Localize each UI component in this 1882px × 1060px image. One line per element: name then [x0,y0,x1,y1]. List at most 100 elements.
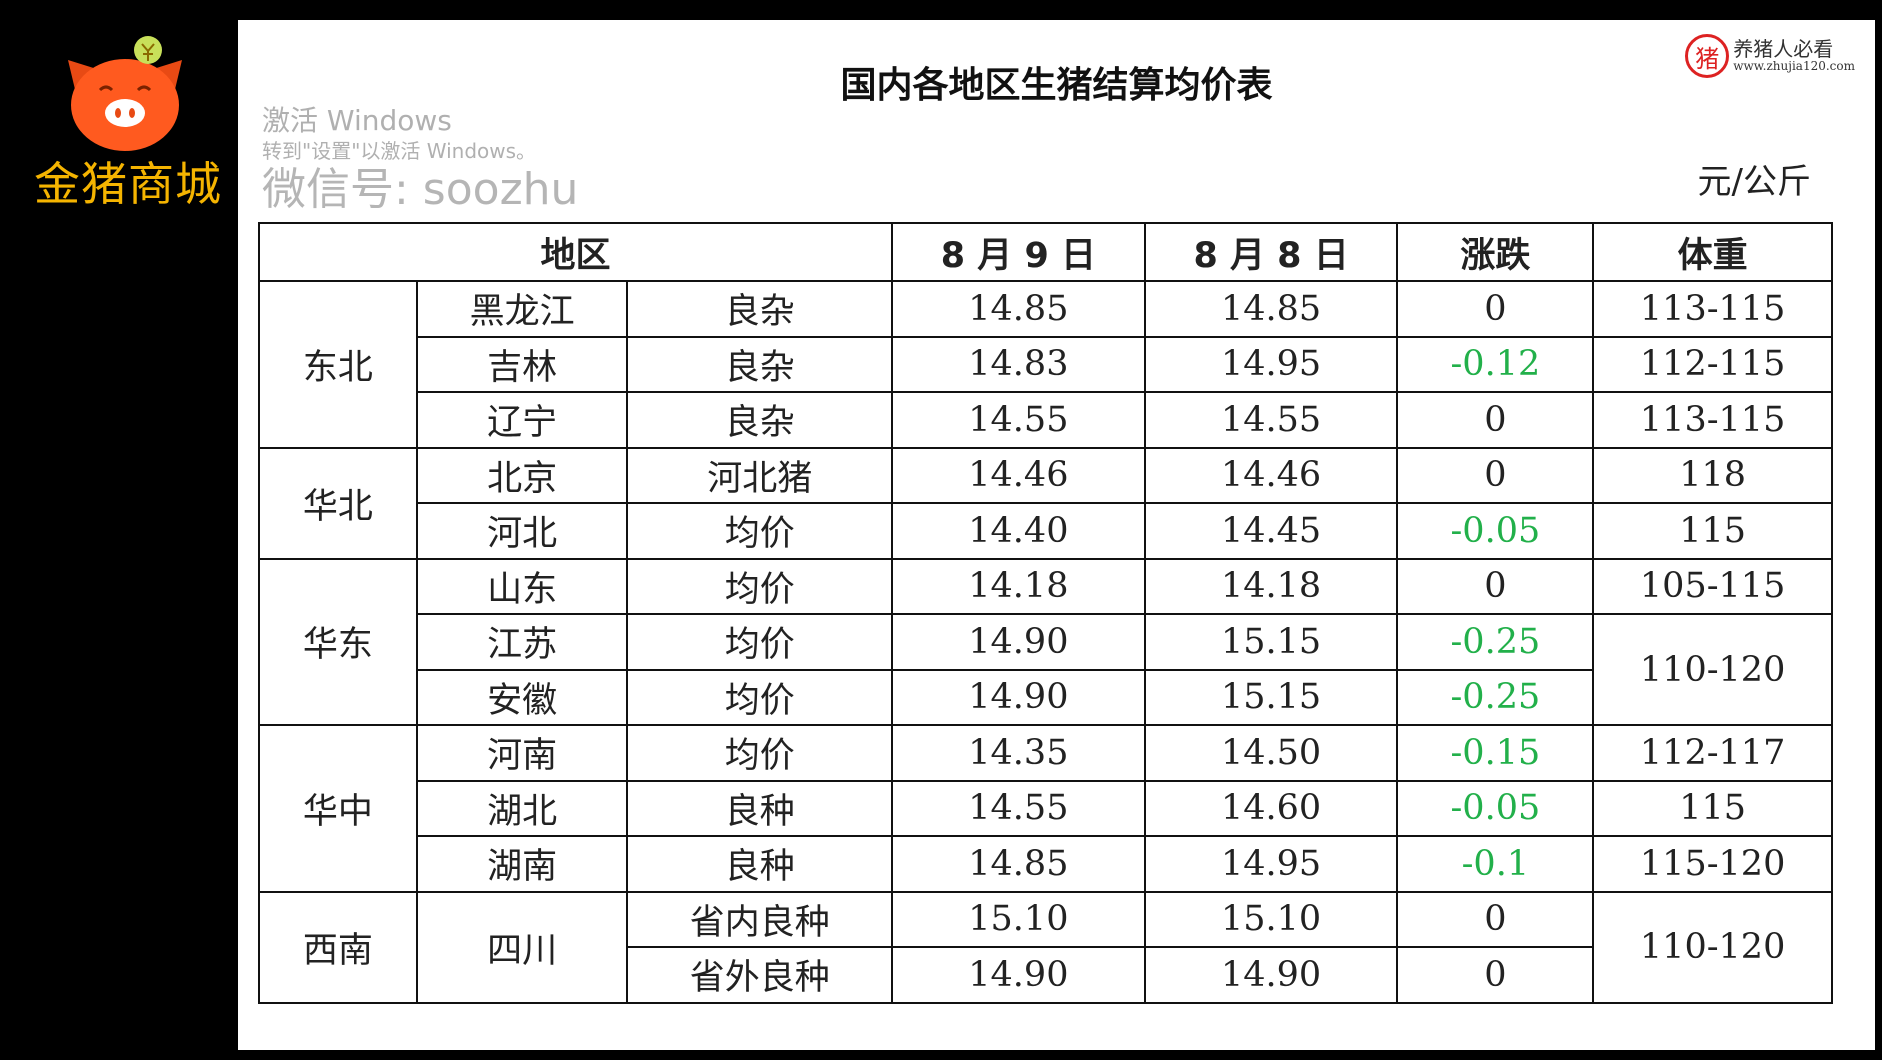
aug8-price-cell: 14.18 [1143,557,1399,615]
stamp-text: 养猪人必看 [1733,37,1834,61]
weight-cell: 113-115 [1592,391,1833,449]
type-cell: 均价 [626,724,894,782]
aug8-price-cell: 15.10 [1143,890,1399,948]
weight-cell: 118 [1592,446,1833,504]
type-cell: 均价 [626,502,894,560]
header-aug9: 8 月 9 日 [891,222,1146,282]
aug9-price-cell: 14.55 [891,391,1146,449]
province-cell: 吉林 [415,335,629,393]
table-row: 安徽 均价 14.90 15.15 -0.25 [259,668,1832,726]
aug8-price-cell: 14.95 [1143,835,1399,893]
unit-label: 元/公斤 [1697,162,1811,202]
aug9-price-cell: 14.83 [891,335,1146,393]
table-row: 西南 四川 省内良种 15.10 15.10 0 110-120 [258,890,1833,1004]
table-title: 国内各地区生猪结算均价表 [840,65,1273,106]
province-cell: 安徽 [415,668,629,726]
table-row: 江苏 均价 14.90 15.15 -0.25 110-120 [259,613,1833,726]
header-change: 涨跌 [1396,222,1595,282]
province-cell: 江苏 [415,613,629,671]
logo [20,30,230,210]
type-cell: 良种 [626,835,894,893]
aug9-price-cell: 14.18 [891,557,1146,615]
change-cell: 0 [1396,446,1595,504]
type-cell: 省内良种 [626,890,894,948]
region-cell: 华北 [258,446,418,560]
table-row: 华东 山东 均价 14.18 14.18 0 105-115 [258,557,1833,726]
aug9-price-cell: 14.35 [891,724,1146,782]
aug9-price-cell: 14.85 [891,280,1146,338]
type-cell: 良种 [626,779,894,837]
stamp-seal: 猪 [1685,34,1730,78]
aug8-price-cell: 14.90 [1143,946,1399,1004]
aug9-price-cell: 14.40 [891,502,1146,560]
aug8-price-cell: 15.15 [1143,613,1399,671]
type-cell: 省外良种 [626,946,894,1004]
activate-windows-subtitle: 转到"设置"以激活 Windows。 [262,139,537,163]
change-cell: 0 [1396,890,1595,948]
province-cell: 山东 [415,557,629,615]
province-cell: 北京 [415,446,629,504]
change-cell: -0.05 [1396,502,1595,560]
region-cell: 西南 [258,890,418,1004]
aug8-price-cell: 14.85 [1143,280,1399,338]
change-cell: 0 [1396,946,1595,1004]
table-row: 湖南 良种 14.85 14.95 -0.1 115-120 [259,835,1833,893]
weight-cell: 112-115 [1592,335,1833,393]
type-cell: 良杂 [626,280,894,338]
aug9-price-cell: 14.90 [891,613,1146,671]
table-row: 湖北 良种 14.55 14.60 -0.05 115 [259,779,1833,837]
change-cell: -0.25 [1396,613,1595,671]
type-cell: 均价 [626,668,894,726]
province-cell: 湖北 [415,779,629,837]
slide: 国内各地区生猪结算均价表 元/公斤 激活 Windows 转到"设置"以激活 W… [238,20,1875,1050]
change-cell: -0.1 [1396,835,1595,893]
province-cell: 河南 [415,724,629,782]
province-cell: 辽宁 [415,391,629,449]
weight-cell: 110-120 [1592,613,1833,726]
change-cell: 0 [1396,280,1595,338]
type-cell: 均价 [626,557,894,615]
table-row: 吉林 良杂 14.83 14.95 -0.12 112-115 [259,335,1833,393]
type-cell: 良杂 [626,391,894,449]
region-cell: 华中 [258,724,418,893]
change-cell: 0 [1396,391,1595,449]
change-cell: 0 [1396,557,1595,615]
aug9-price-cell: 14.90 [891,668,1146,726]
table-row: 华中 河南 均价 14.35 14.50 -0.15 112-117 [258,724,1833,893]
type-cell: 均价 [626,613,894,671]
table-row: 辽宁 良杂 14.55 14.55 0 113-115 [259,391,1833,449]
aug8-price-cell: 14.55 [1143,391,1399,449]
change-cell: -0.12 [1396,335,1595,393]
region-cell: 华东 [258,557,418,726]
header-aug8: 8 月 8 日 [1143,222,1399,282]
aug8-price-cell: 14.95 [1143,335,1399,393]
wechat-watermark: 微信号: soozhu [262,164,579,215]
weight-cell: 110-120 [1592,890,1833,1004]
stamp-url: www.zhujia120.com [1733,59,1855,73]
weight-cell: 115 [1592,779,1833,837]
province-cell: 河北 [415,502,629,560]
region-cell: 东北 [258,280,418,449]
province-cell: 黑龙江 [415,280,629,338]
piggy-bank-icon [68,36,182,151]
aug9-price-cell: 14.55 [891,779,1146,837]
header-row: 地区 8 月 9 日 8 月 8 日 涨跌 体重 [257,222,1833,282]
weight-cell: 115 [1592,502,1833,560]
province-cell: 四川 [415,890,629,1004]
aug8-price-cell: 14.46 [1143,446,1399,504]
province-cell: 湖南 [415,835,629,893]
aug8-price-cell: 15.15 [1143,668,1399,726]
table-row: 东北 黑龙江 良杂 14.85 14.85 0 113-115 [258,280,1833,449]
site-stamp: 猪 养猪人必看 www.zhujia120.com [1685,34,1855,78]
price-table: 地区 8 月 9 日 8 月 8 日 涨跌 体重 东北 黑龙江 良杂 14.85 14.… [257,222,1833,1004]
aug8-price-cell: 14.60 [1143,779,1399,837]
header-weight: 体重 [1592,222,1833,282]
table-row: 省外良种 14.90 14.90 0 [259,946,1832,1004]
aug9-price-cell: 14.85 [891,835,1146,893]
aug9-price-cell: 14.90 [891,946,1146,1004]
weight-cell: 105-115 [1592,557,1833,615]
change-cell: -0.05 [1396,779,1595,837]
type-cell: 良杂 [626,335,894,393]
type-cell: 河北猪 [626,446,894,504]
table-row: 河北 均价 14.40 14.45 -0.05 115 [259,502,1833,560]
